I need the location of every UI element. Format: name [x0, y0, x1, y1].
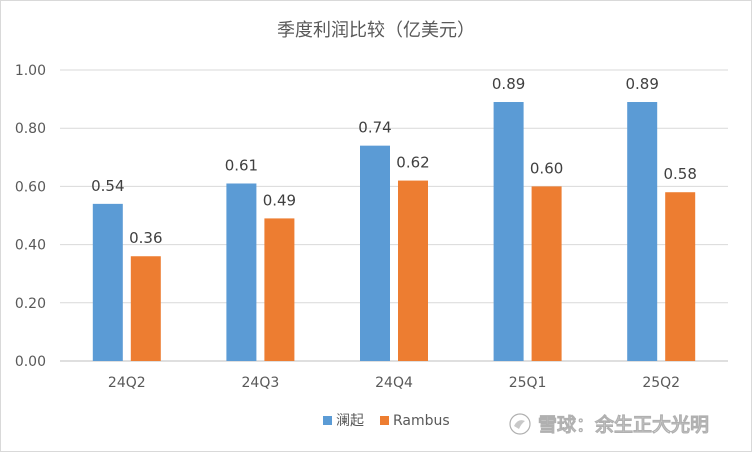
y-tick-label: 0.40: [15, 238, 46, 254]
x-tick-label: 24Q2: [108, 375, 146, 391]
data-label: 0.60: [530, 159, 563, 177]
snowball-logo-icon: [509, 413, 531, 435]
legend-label: 澜起: [336, 413, 364, 429]
y-axis: 0.00 0.20 0.40 0.60 0.80 1.00: [15, 63, 46, 370]
data-label: 0.49: [263, 191, 296, 209]
bar: [531, 186, 562, 361]
bar: [92, 203, 123, 361]
gridlines: [60, 69, 728, 362]
legend-swatch: [380, 416, 389, 425]
bar: [493, 102, 524, 361]
bar: [130, 256, 161, 361]
x-axis: 24Q2 24Q3 24Q4 25Q1 25Q2: [108, 375, 680, 391]
y-tick-label: 0.80: [15, 121, 46, 137]
legend: 澜起 Rambus: [323, 413, 450, 429]
data-label: 0.89: [492, 75, 525, 93]
x-tick-label: 24Q3: [242, 375, 280, 391]
data-label: 0.58: [663, 165, 696, 183]
x-tick-label: 24Q4: [375, 375, 413, 391]
y-tick-label: 0.20: [15, 296, 46, 312]
x-tick-label: 25Q1: [509, 375, 547, 391]
data-label: 0.54: [91, 177, 124, 195]
data-label: 0.74: [358, 119, 391, 137]
bar: [627, 102, 658, 361]
legend-swatch: [323, 416, 332, 425]
bar: [264, 218, 295, 361]
bar: [226, 183, 257, 361]
chart-title: 季度利润比较（亿美元）: [277, 20, 475, 41]
x-tick-label: 25Q2: [642, 375, 680, 391]
watermark: 雪球：余生正大光明: [509, 413, 709, 436]
bar: [665, 192, 696, 361]
data-label: 0.36: [129, 229, 162, 247]
watermark-text: 雪球：余生正大光明: [538, 413, 709, 436]
data-label: 0.62: [396, 154, 429, 172]
bars: 0.54 0.36 0.61 0.49 0.74 0.62 0.89 0.60 0.89 0.58: [91, 75, 697, 361]
legend-label: Rambus: [393, 413, 450, 429]
bar: [398, 180, 428, 361]
bar: [360, 145, 390, 361]
y-tick-label: 0.00: [15, 354, 46, 370]
data-label: 0.61: [225, 156, 258, 174]
data-label: 0.89: [625, 75, 658, 93]
y-tick-label: 0.60: [15, 179, 46, 195]
y-tick-label: 1.00: [15, 63, 46, 79]
